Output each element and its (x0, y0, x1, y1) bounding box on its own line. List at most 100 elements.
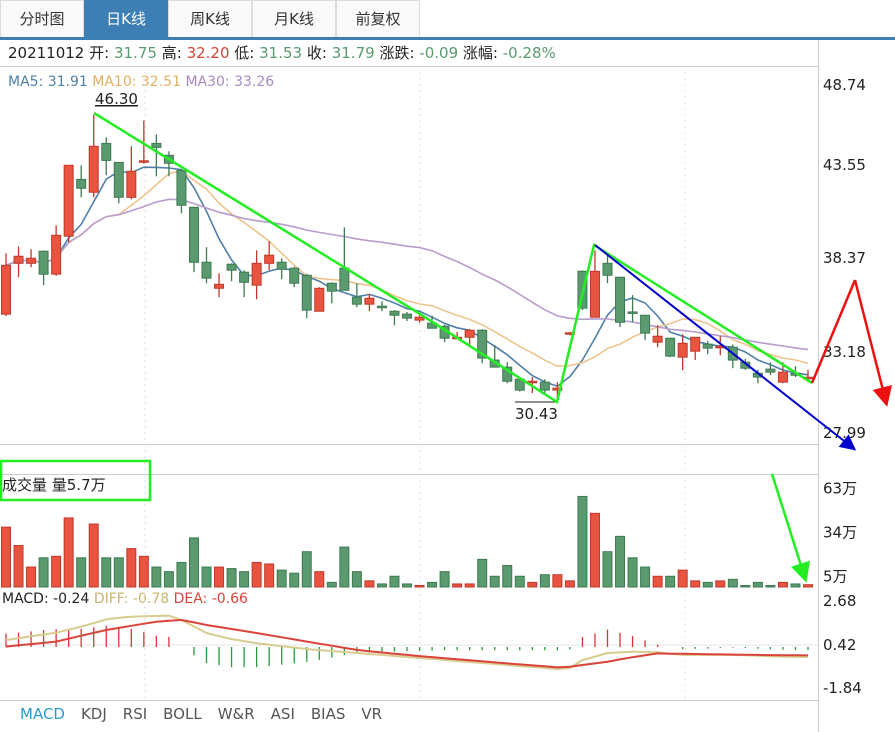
tab-macd[interactable]: MACD (20, 705, 65, 723)
volume-bar (163, 571, 174, 588)
candle (615, 276, 626, 323)
high-price-label: 46.30 (95, 90, 138, 108)
green-trend-line (93, 111, 813, 405)
ma-lines (5, 166, 809, 388)
volume-bar (26, 566, 37, 588)
volume-bar (652, 575, 663, 588)
macd-tick: -1.84 (823, 679, 862, 697)
candle (602, 262, 613, 276)
tab-bias[interactable]: BIAS (310, 705, 346, 723)
volume-bar (176, 561, 187, 588)
candles (1, 114, 813, 402)
close-value: 31.79 (331, 44, 375, 62)
candle (414, 316, 425, 321)
tab-forward-adjusted[interactable]: 前复权 (336, 0, 420, 37)
low-value: 31.53 (259, 44, 303, 62)
volume-bar (615, 535, 626, 588)
volume-bar (402, 583, 412, 588)
candle (101, 142, 112, 161)
candle (88, 145, 99, 193)
indicator-tabs: MACD KDJ RSI BOLL W&R ASI BIAS VR (20, 705, 398, 723)
green-arrow (770, 473, 810, 583)
ma30-value: MA30: 33.26 (185, 74, 275, 90)
candle (389, 310, 400, 316)
divider (0, 444, 818, 445)
candle (151, 142, 162, 148)
volume-tick: 5万 (823, 567, 848, 586)
volume-bar (1, 526, 11, 588)
macd-legend: MACD: -0.24 DIFF: -0.78 DEA: -0.66 (2, 591, 248, 607)
candle (38, 250, 49, 275)
volume-bar (364, 580, 375, 588)
candle (126, 170, 137, 198)
tab-intraday[interactable]: 分时图 (0, 0, 84, 37)
volume-bar (702, 581, 713, 588)
candle (326, 282, 337, 292)
candle (63, 164, 74, 237)
change-label: 涨跌: (379, 44, 415, 62)
volume-label: 成交量 量5.7万 (2, 476, 106, 494)
volume-bar (602, 551, 613, 588)
tab-weekly-k[interactable]: 周K线 (168, 0, 252, 37)
low-price-label: 30.43 (515, 405, 558, 423)
volume-bar (214, 566, 225, 588)
candle (351, 296, 362, 305)
candle (652, 335, 663, 343)
volume-bar (138, 555, 149, 588)
price-tick: 43.55 (823, 156, 866, 174)
volume-bar (452, 583, 463, 588)
candle (640, 314, 651, 334)
volume-bar (276, 569, 287, 588)
volume-bar (464, 583, 475, 588)
tab-wr[interactable]: W&R (217, 705, 255, 723)
volume-bar (101, 557, 112, 588)
tab-rsi[interactable]: RSI (122, 705, 148, 723)
change-value: -0.09 (419, 44, 459, 62)
volume-bar (727, 578, 738, 588)
candle (251, 262, 262, 286)
candle (665, 337, 676, 357)
price-tick: 38.37 (823, 249, 866, 267)
candle (589, 270, 600, 318)
tab-vr[interactable]: VR (361, 705, 383, 723)
candle (552, 387, 563, 391)
candle (138, 160, 149, 163)
tab-asi[interactable]: ASI (270, 705, 295, 723)
dea-value: DEA: -0.66 (173, 591, 248, 607)
volume-bar (326, 581, 337, 588)
blue-arrow (594, 244, 857, 451)
volume-tick: 63万 (823, 479, 858, 498)
volume-bar (740, 584, 751, 588)
volume-bar (289, 572, 300, 588)
volume-bar (589, 512, 600, 588)
tab-boll[interactable]: BOLL (163, 705, 202, 723)
macd-panel (5, 614, 809, 671)
high-value: 32.20 (186, 44, 230, 62)
diff-value: DIFF: -0.78 (93, 591, 170, 607)
tab-daily-k[interactable]: 日K线 (84, 0, 168, 37)
ma5-line (5, 166, 809, 388)
volume-bar (514, 575, 525, 588)
candle (690, 336, 701, 352)
macd-tick: 2.68 (823, 592, 857, 610)
candle (314, 287, 325, 312)
price-tick: 48.74 (823, 76, 866, 94)
volume-bar (690, 580, 701, 588)
volume-bar (351, 571, 362, 588)
tab-kdj[interactable]: KDJ (80, 705, 107, 723)
volume-bars (1, 495, 813, 588)
macd-value: MACD: -0.24 (2, 591, 90, 607)
candle (214, 283, 225, 289)
candle (402, 313, 412, 319)
volume-bar (539, 574, 550, 588)
green-highlight-box (0, 459, 152, 502)
candle (539, 381, 550, 391)
diff-line (5, 614, 809, 671)
volume-bar (251, 561, 262, 588)
candle (188, 206, 199, 263)
divider (0, 66, 818, 67)
tab-monthly-k[interactable]: 月K线 (252, 0, 336, 37)
candle (627, 311, 638, 314)
dea-line (5, 618, 809, 669)
